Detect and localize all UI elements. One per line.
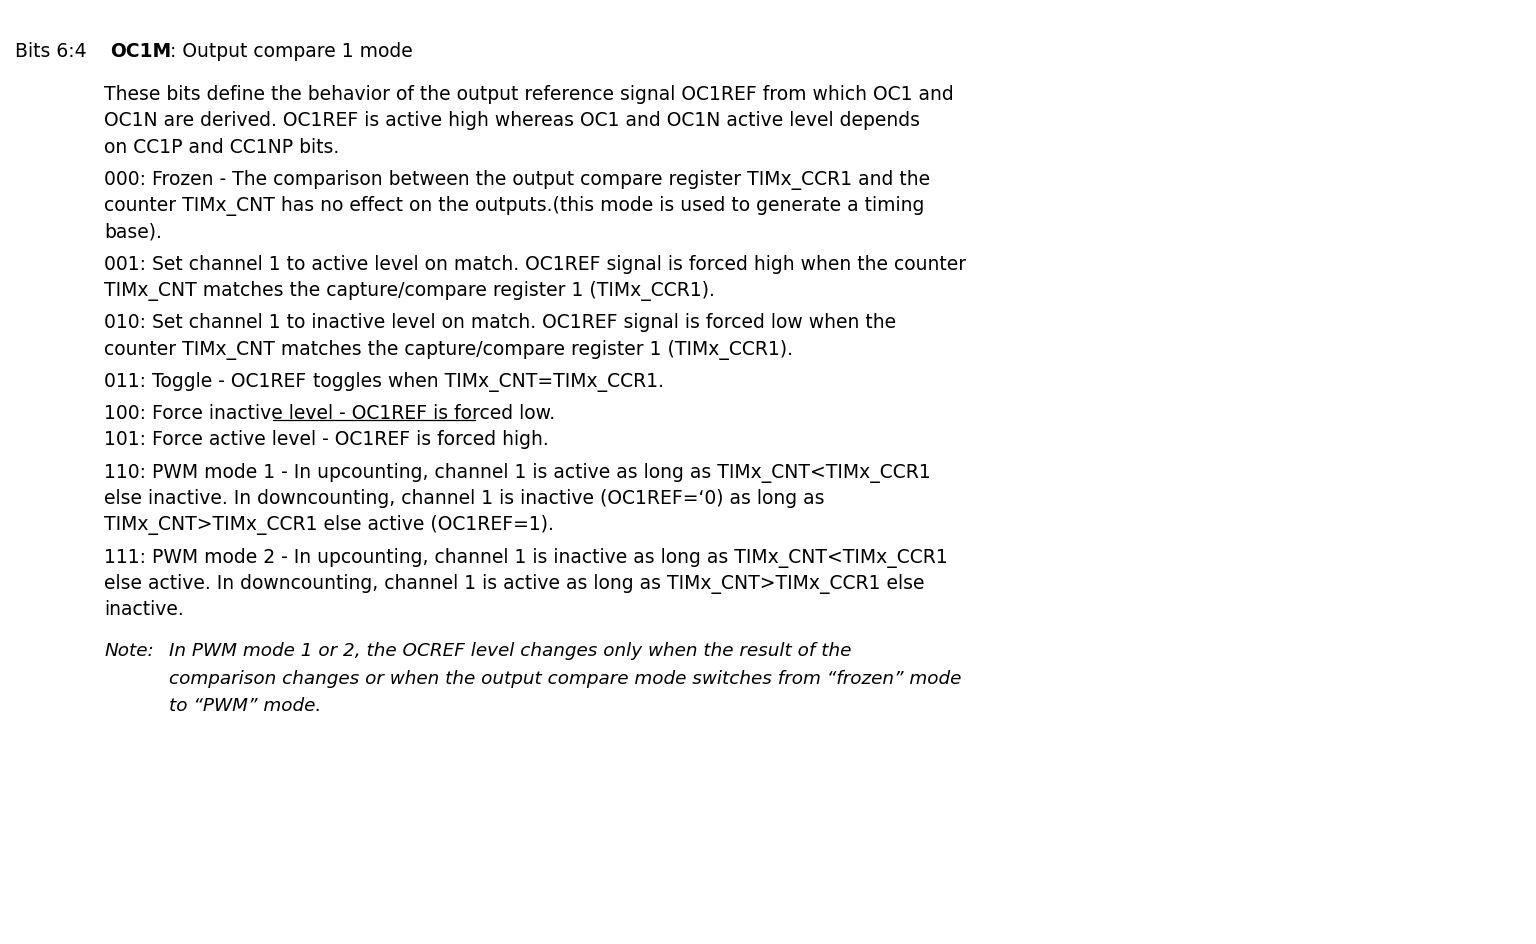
Text: : Output compare 1 mode: : Output compare 1 mode <box>170 42 413 61</box>
Text: 011: Toggle - OC1REF: 011: Toggle - OC1REF <box>104 372 307 391</box>
Text: These bits define the behavior of the output reference signal OC1REF from which : These bits define the behavior of the ou… <box>104 85 954 104</box>
Text: 010: Set channel 1 to inactive level on match. OC1REF signal is forced low when : 010: Set channel 1 to inactive level on … <box>104 313 897 332</box>
Text: 001: Set channel 1 to active level on match. OC1REF signal is forced high when t: 001: Set channel 1 to active level on ma… <box>104 255 966 274</box>
Text: In PWM mode 1 or 2, the OCREF level changes only when the result of the: In PWM mode 1 or 2, the OCREF level chan… <box>169 642 851 660</box>
Text: TIMx_CNT matches the capture/compare register 1 (TIMx_CCR1).: TIMx_CNT matches the capture/compare reg… <box>104 281 716 301</box>
Text: comparison changes or when the output compare mode switches from “frozen” mode: comparison changes or when the output co… <box>169 670 962 688</box>
Text: Note:: Note: <box>104 642 154 660</box>
Text: 111: PWM mode 2 - In upcounting, channel 1 is inactive as long as TIMx_CNT<TIMx_: 111: PWM mode 2 - In upcounting, channel… <box>104 548 948 567</box>
Text: Bits 6:4: Bits 6:4 <box>15 42 88 61</box>
Text: 110: PWM mode 1 - In upcounting, channel 1 is active as long as TIMx_CNT<TIMx_CC: 110: PWM mode 1 - In upcounting, channel… <box>104 463 931 482</box>
Text: else inactive. In downcounting, channel 1 is inactive (OC1REF=‘0) as long as: else inactive. In downcounting, channel … <box>104 489 825 508</box>
Text: TIMx_CNT>TIMx_CCR1 else active (OC1REF=1).: TIMx_CNT>TIMx_CCR1 else active (OC1REF=1… <box>104 515 554 535</box>
Text: counter TIMx_CNT matches the capture/compare register 1 (TIMx_CCR1).: counter TIMx_CNT matches the capture/com… <box>104 340 794 360</box>
Text: else active. In downcounting, channel 1 is active as long as TIMx_CNT>TIMx_CCR1 : else active. In downcounting, channel 1 … <box>104 574 925 594</box>
Text: on CC1P and CC1NP bits.: on CC1P and CC1NP bits. <box>104 138 339 157</box>
Text: inactive.: inactive. <box>104 600 184 619</box>
Text: toggles when TIMx_CNT=TIMx_CCR1.: toggles when TIMx_CNT=TIMx_CCR1. <box>307 372 664 392</box>
Text: to “PWM” mode.: to “PWM” mode. <box>169 697 321 715</box>
Text: OC1M: OC1M <box>111 42 172 61</box>
Text: 101: Force active level - OC1REF is forced high.: 101: Force active level - OC1REF is forc… <box>104 430 550 449</box>
Text: OC1N are derived. OC1REF is active high whereas OC1 and OC1N active level depend: OC1N are derived. OC1REF is active high … <box>104 111 920 130</box>
Text: counter TIMx_CNT has no effect on the outputs.(this mode is used to generate a t: counter TIMx_CNT has no effect on the ou… <box>104 196 925 216</box>
Text: 100: Force inactive level - OC1REF is forced low.: 100: Force inactive level - OC1REF is fo… <box>104 404 556 423</box>
Text: 000: Frozen - The comparison between the output compare register TIMx_CCR1 and t: 000: Frozen - The comparison between the… <box>104 170 931 190</box>
Text: base).: base). <box>104 223 163 242</box>
